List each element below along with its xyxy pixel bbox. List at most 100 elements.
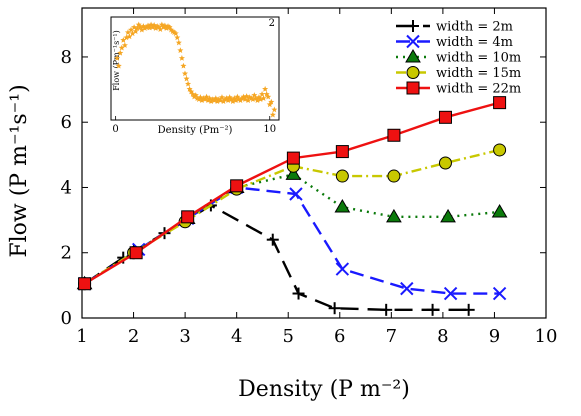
inset-x-axis-title: Density (Pm⁻²) [158,125,233,136]
series-2-point [335,262,350,276]
inset-point [121,42,128,48]
inset-point [183,75,190,82]
inset-y-tick-label: 2 [269,18,275,29]
inset-point [238,95,246,101]
inset-point [249,96,256,102]
inset-points [114,21,278,118]
main-plot: 1 2 3 4 5 6 7 8 9 10 0 2 4 6 8 Density (P m⁻²) Flow (P m… [7,7,558,402]
series-1-point [462,303,475,316]
inset-point [178,55,185,61]
series-5-point [286,151,300,165]
inset-point [255,94,263,100]
inset-point [232,97,239,104]
series-4-point [493,143,507,157]
inset-point [154,23,161,29]
series-4-point [438,156,452,170]
inset-point [251,92,258,98]
inset-point [189,91,196,97]
y-tick-label: 0 [61,308,72,329]
x-tick-label: 6 [334,326,345,347]
series-3-point [440,208,456,223]
inset-point [124,29,131,36]
series-4-point [335,169,349,183]
inset-point [177,47,184,54]
series-1-point [328,302,341,315]
series-2-point [492,286,507,301]
series-2-point-b [443,286,458,301]
inset-point [166,24,173,30]
series-2-point-b [400,281,414,296]
inset-point [257,96,264,102]
inset-point [117,49,124,56]
inset-point [197,94,204,100]
inset-point [200,95,207,101]
series-3-point [491,203,508,218]
inset-plot: 0 10 2 Density (Pm⁻²) Flow (Pm⁻¹s⁻¹) [110,16,280,136]
inset-point [158,21,165,28]
inset-point [229,98,236,105]
x-tick-label: 1 [76,326,87,347]
inset-point [135,21,142,28]
inset-point [137,24,144,30]
inset-point [157,26,164,32]
inset-point [171,29,178,36]
inset-point [262,85,269,92]
inset-point [151,22,158,28]
y-tick-label: 4 [61,177,72,198]
legend-marker-1 [407,20,419,32]
inset-x-tick-label: 10 [263,124,276,135]
legend-marker-2-b [406,34,420,49]
inset-point [248,95,255,101]
inset-point [242,96,249,102]
inset-point [143,24,150,30]
inset-point [245,97,252,104]
legend-label-5: width = 22m [436,82,521,97]
inset-point [164,23,172,29]
legend-marker-3 [405,49,421,63]
inset-point [138,26,145,33]
inset-y-axis-title: Flow (Pm⁻¹s⁻¹) [112,30,121,91]
inset-point [148,21,155,28]
inset-point [235,96,242,102]
series-4-point [387,169,401,183]
inset-point [146,24,153,31]
inset-point [259,91,266,97]
inset-point [140,23,147,29]
inset-point [222,96,229,102]
series-5-point [78,277,92,291]
series-5-point [493,96,507,110]
inset-point [234,93,241,100]
series-5-point [438,110,452,124]
inset-point [129,30,136,37]
inset-point [254,97,261,104]
series-5-point [387,128,401,142]
inset-point [194,95,201,101]
x-tick-label: 10 [535,326,558,347]
y-tick-label: 6 [61,112,72,133]
x-axis-title: Density (P m⁻²) [238,377,410,402]
inset-point [271,106,278,113]
series-1-point [292,287,305,300]
inset-point [131,24,138,30]
series-3-point [334,199,351,213]
inset-point [240,93,247,100]
y-tick-label: 8 [61,47,72,68]
legend-marker-5 [406,81,420,95]
inset-point [169,28,176,35]
legend-label-2: width = 4m [436,35,513,50]
inset-point [225,97,232,104]
x-tick-label: 3 [179,326,190,347]
x-tick-label: 8 [437,326,448,347]
y-tick-label: 2 [61,243,72,264]
series-layer [76,96,508,316]
inset-point [246,94,253,100]
x-tick-label: 9 [489,326,500,347]
inset-point [186,85,193,92]
legend-label-3: width = 10m [436,51,521,66]
inset-x-tick-label: 0 [112,124,118,135]
inset-point [223,95,230,101]
inset-point [192,92,199,98]
x-tick-label: 2 [128,326,139,347]
